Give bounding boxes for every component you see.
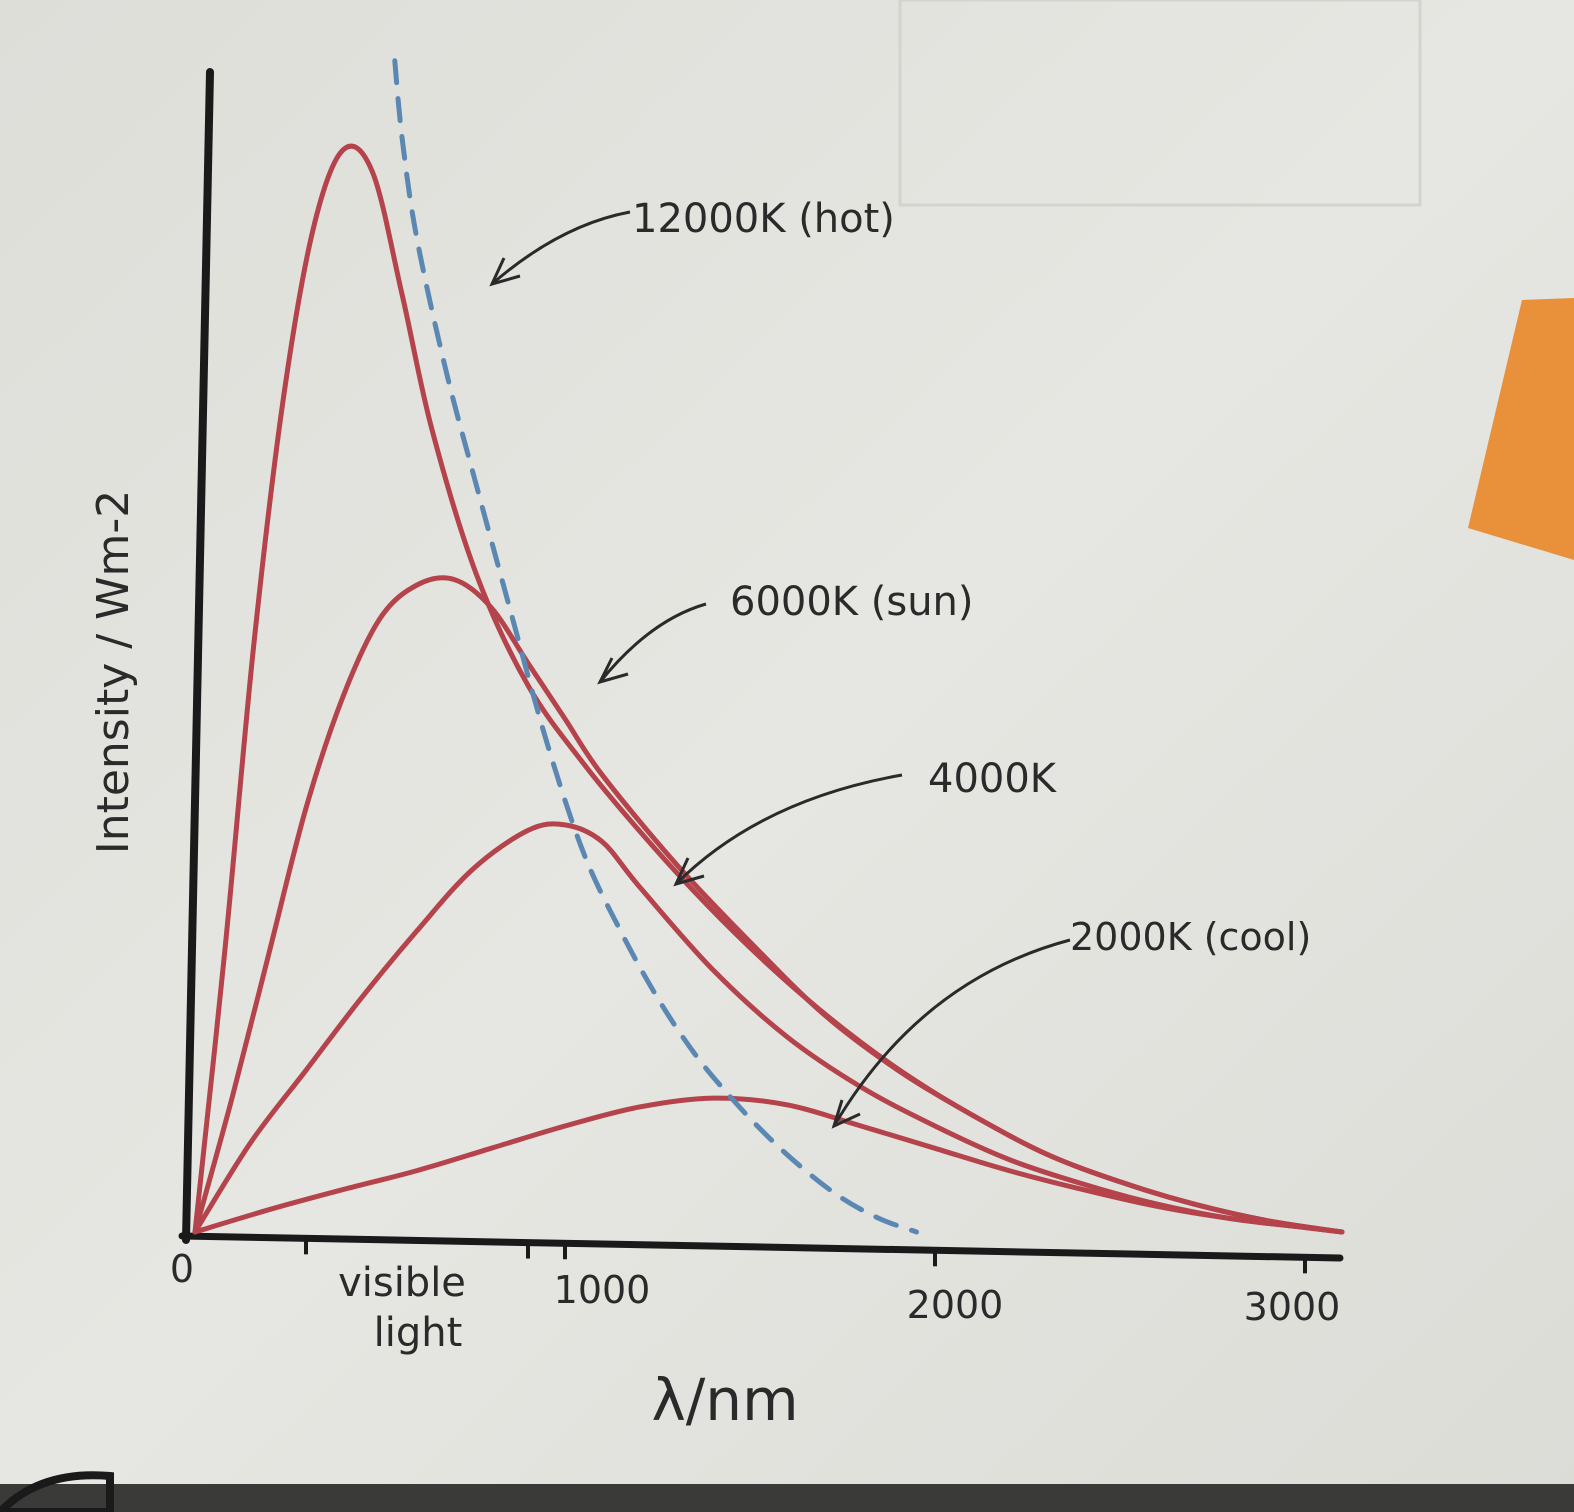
visible-light-label-line2: light — [374, 1310, 463, 1356]
annotation-label: 4000K — [928, 756, 1058, 802]
bottom-edge-shadow — [0, 1484, 1574, 1512]
x-axis — [178, 1232, 1344, 1262]
sticky-note — [1468, 298, 1574, 560]
annotation-label: 12000K (hot) — [632, 196, 895, 242]
series-line-3 — [192, 1095, 1345, 1235]
annotation-label: 6000K (sun) — [730, 579, 974, 625]
annotation-arrow — [674, 773, 903, 886]
annotation-arrowhead — [831, 1099, 861, 1129]
annotation-arrowhead — [597, 657, 629, 685]
x-tick-label: 2000 — [907, 1283, 1004, 1327]
annotation-arrow — [598, 602, 707, 683]
series-line-2 — [192, 821, 1345, 1235]
visible-light-label-line1: visible — [338, 1260, 466, 1306]
peak-wavelength-dashed-line — [392, 58, 919, 1235]
x-tick-label: 3000 — [1244, 1285, 1341, 1329]
annotation-arrowhead — [673, 857, 705, 887]
x-tick-label: 0 — [170, 1247, 194, 1291]
x-tick-label: 1000 — [554, 1268, 651, 1312]
annotation-label: 2000K (cool) — [1070, 915, 1311, 959]
annotation-arrow — [491, 210, 631, 286]
y-axis-label: Intensity / Wm-2 — [88, 490, 139, 855]
x-axis-label: λ/nm — [651, 1366, 798, 1434]
bottom-ring — [0, 1471, 114, 1512]
series-line-1 — [192, 575, 1345, 1235]
annotation-arrowhead — [489, 257, 521, 287]
annotation-arrow — [832, 938, 1071, 1127]
bleed-through-box — [898, 0, 1422, 207]
y-axis — [182, 68, 214, 1244]
